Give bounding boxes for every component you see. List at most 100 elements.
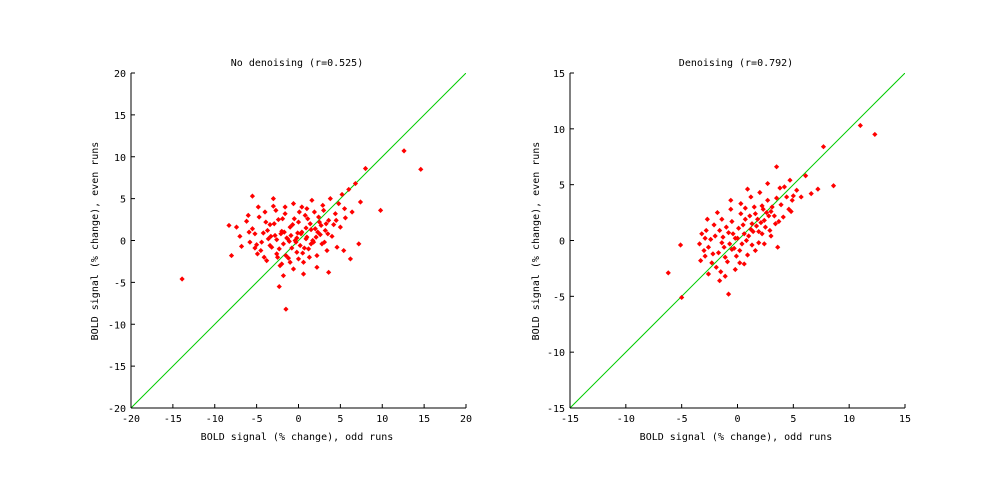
data-point [857,122,863,129]
y-tick-label: -15 [547,404,565,415]
data-point [264,258,270,264]
data-point [272,232,278,239]
data-point [719,240,725,246]
data-point [283,252,289,259]
data-point [276,246,282,252]
y-tick-label: 20 [114,69,126,80]
data-point [302,212,308,218]
data-point [321,207,327,213]
data-point [738,211,744,217]
data-point [710,251,716,257]
x-tick-label: -15 [164,414,182,425]
data-point [733,253,739,259]
data-point [699,231,705,237]
data-point [418,166,424,172]
data-point [758,220,764,226]
data-point [712,233,718,239]
data-point [280,241,287,247]
data-point [276,283,282,290]
x-tick-label: 5 [790,414,796,425]
y-tick-label: -10 [547,348,565,359]
data-point [326,269,332,275]
x-tick-label: -15 [561,414,579,425]
data-point [679,294,685,301]
data-point [300,259,307,265]
data-point [705,244,712,250]
y-tick-label: 15 [114,111,126,122]
data-point [254,251,261,257]
data-point [290,201,297,207]
data-point [294,235,300,241]
data-point [803,173,809,179]
data-point [228,252,235,259]
x-tick-label: -5 [251,414,263,425]
data-point [766,213,772,219]
x-tick-label: 15 [418,414,430,425]
data-point [820,144,827,150]
data-point [337,224,343,230]
x-tick-label: 0 [295,414,301,425]
y-tick-label: 5 [559,181,565,192]
data-point [753,223,760,229]
data-point [324,247,330,254]
data-point [301,245,307,251]
data-point [767,227,773,234]
data-point [736,225,742,231]
data-point [299,204,305,210]
data-point [739,241,745,247]
data-point [267,221,273,228]
data-point [718,269,724,275]
data-point [311,209,318,215]
data-point [307,221,313,227]
data-point [711,222,717,228]
data-point [352,180,359,187]
data-point [233,224,240,230]
data-point [748,194,754,200]
data-point [742,216,748,222]
data-point [752,247,758,254]
data-point [313,234,319,240]
chart-title: No denoising (r=0.525) [231,58,363,69]
data-point [347,256,354,262]
x-axis-label: BOLD signal (% change), odd runs [201,432,394,443]
data-point [308,227,314,233]
data-point [773,164,780,170]
data-point [722,254,728,260]
data-point [748,226,754,232]
data-point [757,189,763,196]
data-point [731,245,737,251]
data-point [237,233,243,239]
data-point [357,199,364,205]
y-tick-label: -5 [114,278,126,289]
data-point [314,252,320,259]
data-point [286,238,292,244]
x-tick-label: -20 [122,414,140,425]
data-point [238,243,245,249]
data-point [780,214,786,220]
data-point [295,256,302,262]
data-point [722,273,728,279]
data-point [759,203,765,209]
y-tick-label: 10 [114,153,126,164]
data-point [744,186,751,192]
x-tick-label: 5 [337,414,343,425]
data-point [746,233,752,239]
data-point [268,233,274,239]
data-point [267,242,273,249]
data-point [320,202,326,208]
data-point [290,221,296,228]
data-point [728,206,734,212]
x-tick-label: 10 [843,414,855,425]
data-point [263,219,269,225]
data-point [282,211,288,217]
data-point [704,216,710,222]
data-point [717,227,723,234]
data-point [308,241,314,247]
data-point [768,208,774,215]
data-point [751,204,757,210]
y-tick-label: 0 [559,237,565,248]
data-point [703,227,709,234]
data-point [752,211,758,217]
data-point [288,232,294,239]
